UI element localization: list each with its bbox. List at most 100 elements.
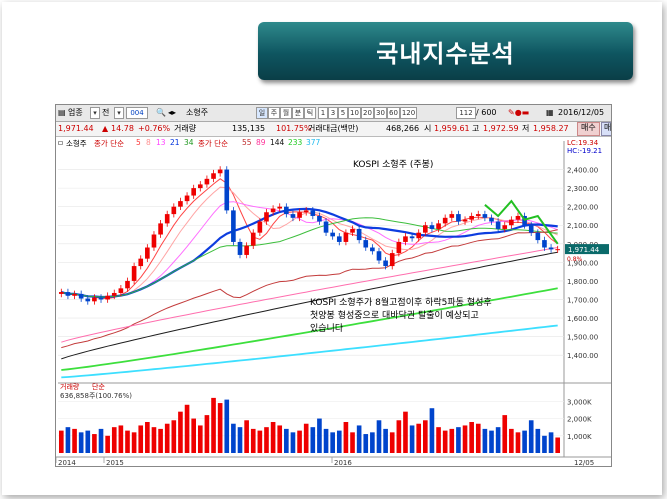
volume-tick-label: 1,000K <box>567 433 592 441</box>
volume-bar <box>270 422 276 453</box>
chart-tools-icon[interactable]: ✎●▬ <box>508 108 530 117</box>
volume-bar <box>58 430 64 453</box>
wave-trend-line <box>484 199 559 245</box>
sector-selector[interactable]: 업종 <box>68 108 83 117</box>
amount-label: 거래대금(백만) <box>308 124 359 133</box>
interval-3[interactable]: 3 <box>328 107 338 119</box>
interval-60[interactable]: 60 <box>387 107 400 119</box>
price-tick-label: 1,700.00 <box>567 296 598 304</box>
chart-menu-icon[interactable]: ▤ <box>58 108 66 117</box>
interval-1[interactable]: 1 <box>318 107 328 119</box>
volume-bar <box>462 425 468 453</box>
candle-body <box>330 232 335 237</box>
calendar-icon[interactable]: ▦ <box>546 108 554 117</box>
candle-body <box>204 178 210 185</box>
chart-title: KOSPI 소형주 (주봉) <box>353 160 434 170</box>
volume-bar <box>284 428 289 453</box>
volume-bar <box>72 428 77 453</box>
candle-body <box>383 260 388 267</box>
volume-bar <box>118 425 124 453</box>
search-icon[interactable]: 🔍 <box>156 108 166 117</box>
total-count-value: 600 <box>481 108 497 117</box>
price-tick-label: 1,400.00 <box>567 352 598 360</box>
candle-body <box>363 240 369 248</box>
candle-body <box>217 169 223 174</box>
buy-button[interactable]: 매수 <box>577 122 600 136</box>
interval-5[interactable]: 5 <box>338 107 348 119</box>
candle-body <box>277 206 283 209</box>
interval-10[interactable]: 10 <box>348 107 361 119</box>
candle-body <box>111 292 117 296</box>
candle-body <box>58 292 64 294</box>
price-chart[interactable]: 2,400.002,300.002,200.002,100.002,000.00… <box>56 105 611 466</box>
tab-period-tick[interactable]: 틱 <box>304 107 316 119</box>
legend-toggle-icon[interactable]: ▫ <box>58 138 64 147</box>
low-value: 1,958.27 <box>533 124 569 133</box>
volume-bar <box>257 430 263 453</box>
tab-period-week[interactable]: 주 <box>268 107 280 119</box>
legend-series-name: 소형주 <box>66 139 87 148</box>
legend-ma-5: 5 <box>136 138 141 147</box>
interval-20[interactable]: 20 <box>361 107 374 119</box>
volume-bar <box>105 435 110 453</box>
volume-tick-label: 3,000K <box>567 398 592 406</box>
volume-bar <box>535 428 541 453</box>
volume-bar <box>370 432 375 453</box>
interval-30[interactable]: 30 <box>374 107 387 119</box>
volume-bar <box>164 423 170 453</box>
candle-body <box>442 217 448 224</box>
candle-body <box>416 232 422 239</box>
annotation-line-2: 첫양봉 형성중으로 대바닥권 탈출이 예상되고 <box>310 311 479 321</box>
volume-bar <box>489 430 494 453</box>
candle-body <box>502 225 508 229</box>
volume-bar <box>178 411 183 453</box>
low-label: 저 <box>522 124 530 133</box>
volume-value: 135,135 <box>232 124 266 133</box>
sell-button[interactable]: 매 <box>601 122 611 136</box>
volume-bar <box>217 403 223 453</box>
ma-line-55 <box>61 229 558 349</box>
candle-body <box>125 280 130 289</box>
candle-body <box>350 228 355 233</box>
volume-bar <box>237 427 243 453</box>
volume-bar <box>449 428 455 453</box>
candle-body <box>211 173 216 179</box>
count-input[interactable]: 112 <box>456 107 476 119</box>
candle-body <box>456 214 461 222</box>
candle-body <box>85 298 91 302</box>
price-tick-label: 1,900.00 <box>567 259 598 267</box>
interval-120[interactable]: 120 <box>400 107 417 119</box>
dropdown-arrow-icon[interactable]: ▾ <box>90 107 100 119</box>
volume-bar <box>92 434 97 453</box>
candle-body <box>423 225 428 233</box>
volume-bar <box>158 428 163 453</box>
volume-bar <box>509 428 514 453</box>
volume-bar <box>469 422 474 453</box>
candle-body <box>429 225 435 229</box>
volume-bar <box>290 432 296 453</box>
volume-bar <box>409 425 415 453</box>
volume-bar <box>303 423 309 453</box>
candle-body <box>389 253 395 267</box>
tab-period-day[interactable]: 일 <box>256 107 268 119</box>
prev-arrow-icon[interactable]: ▾ <box>114 107 124 119</box>
tab-period-month[interactable]: 월 <box>280 107 292 119</box>
candle-body <box>509 219 514 226</box>
volume-bar <box>78 432 84 453</box>
candle-body <box>237 241 243 255</box>
volume-value-label: 636,858주(100.76%) <box>60 392 132 400</box>
candle-body <box>257 221 263 233</box>
volume-tick-label: 2,000K <box>567 416 592 424</box>
legend-ma-label-2: 종가 단순 <box>198 139 228 148</box>
ma-line-233 <box>61 287 558 371</box>
volume-bar <box>250 428 256 453</box>
volume-bar <box>330 432 335 453</box>
price-tick-label: 2,400.00 <box>567 167 598 175</box>
volume-bar <box>317 418 322 453</box>
last-price-sub: 0.8% <box>567 256 583 263</box>
candle-body <box>178 201 183 207</box>
nav-arrows-icon[interactable]: ◂▸ <box>168 108 177 117</box>
tab-period-minute[interactable]: 분 <box>292 107 304 119</box>
code-input[interactable]: 004 <box>126 107 148 119</box>
date-field[interactable]: 2016/12/05 <box>558 108 605 117</box>
